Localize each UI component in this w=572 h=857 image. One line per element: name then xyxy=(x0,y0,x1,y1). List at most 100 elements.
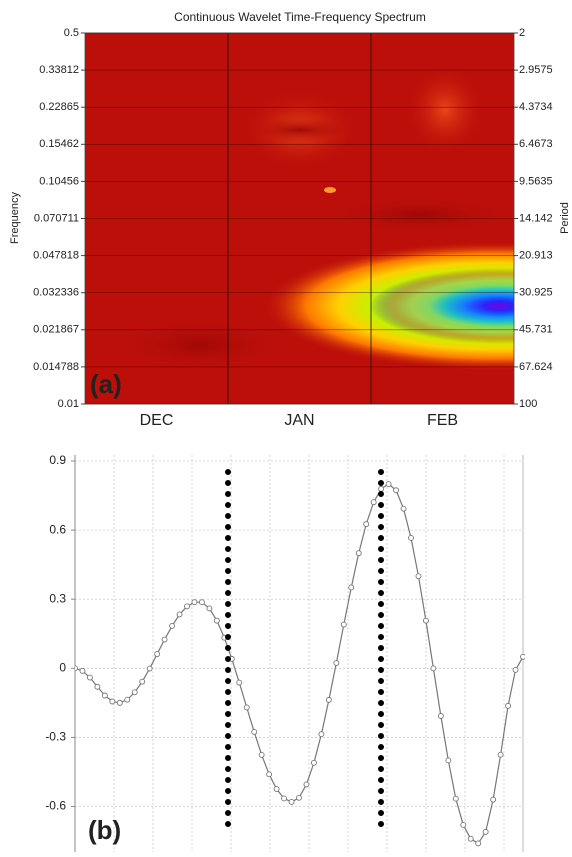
series-point xyxy=(79,667,86,674)
series-point xyxy=(512,666,519,673)
series-point xyxy=(273,786,280,792)
panel-b: 0.9 0.6 0.3 0 -0.3 -0.6 (b) xyxy=(45,453,525,852)
spectrum-blob xyxy=(405,65,485,155)
series-point xyxy=(266,771,273,778)
series-point xyxy=(408,534,414,541)
y-tick-label: 0.070711 xyxy=(34,212,79,224)
y-tick-label: 0.01 xyxy=(58,398,79,410)
series-point xyxy=(154,651,161,657)
series-point xyxy=(467,835,474,842)
series-point xyxy=(355,550,362,557)
series-point xyxy=(325,696,332,703)
series-point xyxy=(385,481,392,487)
series-point xyxy=(378,485,385,492)
series-point xyxy=(445,757,452,764)
y-tick-label: 0.021867 xyxy=(33,324,79,336)
series-point xyxy=(281,795,288,802)
series-point xyxy=(318,731,325,738)
y2-tick-label: 14.142 xyxy=(519,212,553,224)
y-tick-label: 0.9 xyxy=(49,453,66,467)
series-point xyxy=(437,713,444,719)
series-point xyxy=(124,696,131,703)
y2-tick-label: 20.913 xyxy=(519,250,553,262)
series-point xyxy=(310,759,317,766)
panel-label: (a) xyxy=(90,369,122,399)
y2-tick-label: 45.731 xyxy=(519,324,553,336)
y-tick-label: 0.6 xyxy=(49,522,66,536)
y2-tick-label: 2 xyxy=(519,27,525,39)
plot-area xyxy=(75,455,525,852)
series-point xyxy=(169,622,176,629)
series-point xyxy=(422,617,429,624)
series-point xyxy=(497,751,504,758)
series-point xyxy=(482,828,489,835)
y-tick-label: 0.032336 xyxy=(33,287,79,299)
series-point xyxy=(333,660,340,666)
series-point xyxy=(400,505,407,512)
y-tick-label: 0.10456 xyxy=(39,175,79,187)
series-point xyxy=(94,683,101,690)
series-point xyxy=(520,653,525,660)
y-tick-label: 0.3 xyxy=(49,591,66,605)
series-point xyxy=(296,794,302,801)
series-point xyxy=(236,679,243,686)
y-axis-label: Frequency xyxy=(9,192,21,244)
series-point xyxy=(206,605,213,612)
x-tick-label: JAN xyxy=(284,412,314,429)
series-point xyxy=(460,822,467,828)
series-point xyxy=(75,665,78,672)
series-point xyxy=(490,796,497,803)
series-point xyxy=(452,795,459,802)
panel-label: (b) xyxy=(88,815,121,845)
series-point xyxy=(393,487,400,494)
series-point xyxy=(288,798,295,805)
x-tick-label: DEC xyxy=(140,412,174,429)
series-point xyxy=(363,521,370,528)
chart-title: Continuous Wavelet Time-Frequency Spectr… xyxy=(174,10,426,24)
series-point xyxy=(251,728,258,735)
series-point xyxy=(191,599,198,606)
series-point xyxy=(101,692,108,699)
y2-tick-label: 67.624 xyxy=(519,361,553,373)
x-tick-label: FEB xyxy=(427,412,458,429)
series-point xyxy=(475,840,482,847)
y-tick-label: 0.014788 xyxy=(33,361,79,373)
series-point xyxy=(415,573,422,580)
series-point xyxy=(303,781,310,788)
spectrum-blob xyxy=(250,118,350,142)
series-point xyxy=(139,678,146,685)
y-tick-label: 0.33812 xyxy=(39,64,79,76)
y2-tick-label: 4.3734 xyxy=(519,101,553,113)
series-point xyxy=(176,611,183,618)
series-point xyxy=(505,702,512,709)
y-tick-label: 0.15462 xyxy=(39,138,79,150)
spectrum-blob xyxy=(330,197,510,233)
y-tick-label: -0.3 xyxy=(45,730,66,744)
series-point xyxy=(340,621,347,628)
y-tick-label: 0.22865 xyxy=(39,101,79,113)
y2-axis-label: Period xyxy=(559,202,571,234)
series-point xyxy=(258,751,265,758)
y2-tick-label: 2.9575 xyxy=(519,64,553,76)
y-tick-label: 0.5 xyxy=(64,27,79,39)
y2-tick-label: 30.925 xyxy=(519,287,553,299)
series-point xyxy=(161,636,168,643)
series-point xyxy=(109,698,116,705)
y-tick-label: -0.6 xyxy=(45,799,66,813)
series-point xyxy=(198,599,205,606)
series-point xyxy=(86,674,93,681)
series-point xyxy=(243,704,250,711)
series-point xyxy=(116,699,123,706)
series-point xyxy=(213,617,220,624)
spectrum-hotspot xyxy=(370,268,514,344)
spectrum-blob xyxy=(324,187,336,193)
y2-tick-label: 9.5635 xyxy=(519,175,553,187)
y2-tick-label: 100 xyxy=(519,398,537,410)
series-point xyxy=(430,665,437,672)
y-tick-label: 0.047818 xyxy=(33,250,79,262)
series-point xyxy=(131,689,138,696)
panel-a: Continuous Wavelet Time-Frequency Spectr… xyxy=(9,10,571,429)
spectrum-blob xyxy=(120,320,280,370)
